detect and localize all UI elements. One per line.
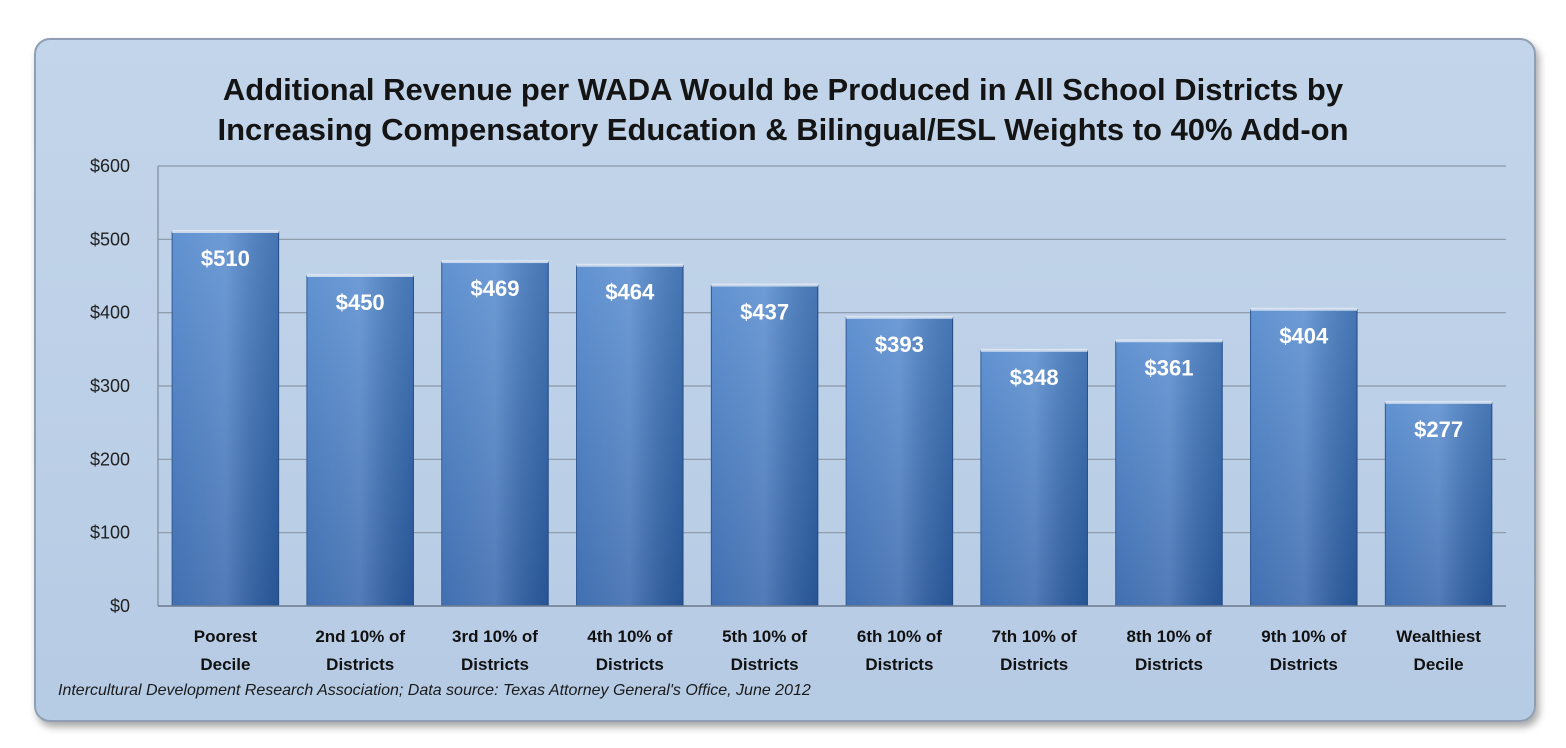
source-note: Intercultural Development Research Assoc… (58, 682, 811, 699)
chart-title: Additional Revenue per WADA Would be Pro… (0, 70, 1566, 150)
chart-title-line-2: Increasing Compensatory Education & Bili… (217, 112, 1349, 147)
data-label: $469 (471, 276, 520, 301)
bar-shine (1385, 402, 1492, 606)
x-tick-label: Wealthiest (1396, 627, 1481, 646)
data-label: $348 (1010, 365, 1059, 390)
bar-shine (441, 262, 549, 606)
x-tick-label: Poorest (194, 627, 258, 646)
x-tick-label: 4th 10% of (587, 627, 672, 646)
x-tick-label: Districts (326, 655, 394, 674)
bar-shine (711, 285, 818, 606)
x-tick-label: 8th 10% of (1126, 627, 1211, 646)
bar-top-highlight (711, 283, 818, 287)
bar-top-highlight (1115, 339, 1223, 343)
data-label: $361 (1145, 355, 1194, 380)
x-axis: Poorest Decile 2nd 10% of Districts 3rd 10% … (158, 605, 1506, 674)
y-tick-label: $600 (90, 156, 130, 176)
y-tick-label: $0 (110, 596, 130, 616)
x-tick-label: Districts (731, 655, 799, 674)
x-tick-label: 7th 10% of (992, 627, 1077, 646)
data-label: $510 (201, 246, 250, 271)
x-tick-label: 6th 10% of (857, 627, 942, 646)
bar-top-highlight (441, 260, 549, 264)
y-tick-label: $100 (90, 523, 130, 543)
bar-top-highlight (306, 274, 414, 277)
bar-shine (1250, 309, 1358, 606)
bar-shine (172, 232, 279, 606)
bar-top-highlight (576, 263, 684, 267)
bars: $510 $450 $469 $464 $437 $393 $348 $361 $404 $277 (171, 230, 1493, 607)
bar-top-highlight (980, 348, 1088, 352)
bar-shine (846, 317, 953, 606)
x-tick-label: Decile (200, 655, 250, 674)
x-tick-label: Districts (596, 655, 664, 674)
y-axis: $0 $100 $200 $300 $400 $500 $600 (90, 156, 159, 616)
x-tick-label: 3rd 10% of (452, 627, 538, 646)
chart-title-line-1: Additional Revenue per WADA Would be Pro… (222, 72, 1344, 107)
data-label: $464 (605, 280, 655, 305)
bar-top-highlight (172, 230, 279, 233)
x-tick-label: Districts (865, 655, 933, 674)
data-label: $437 (740, 300, 789, 325)
bar-shine (980, 350, 1088, 606)
y-tick-label: $500 (90, 229, 130, 249)
x-tick-label: 5th 10% of (722, 627, 807, 646)
bar-shine (576, 265, 684, 606)
y-tick-label: $200 (90, 449, 130, 469)
y-tick-label: $400 (90, 303, 130, 323)
x-tick-label: Districts (1270, 655, 1338, 674)
x-tick-label: 9th 10% of (1261, 627, 1346, 646)
data-label: $277 (1414, 417, 1463, 442)
bar-shine (1115, 341, 1223, 606)
data-label: $450 (336, 290, 385, 315)
y-tick-label: $300 (90, 376, 130, 396)
x-tick-label: Districts (461, 655, 529, 674)
bar-top-highlight (1250, 307, 1358, 311)
bar-top-highlight (846, 315, 953, 319)
bar-shine (306, 276, 414, 606)
x-tick-label: Decile (1414, 655, 1464, 674)
data-label: $404 (1279, 324, 1329, 349)
x-tick-label: 2nd 10% of (315, 627, 405, 646)
x-tick-label: Districts (1135, 655, 1203, 674)
x-tick-label: Districts (1000, 655, 1068, 674)
data-label: $393 (875, 332, 924, 357)
bar-top-highlight (1385, 400, 1492, 404)
